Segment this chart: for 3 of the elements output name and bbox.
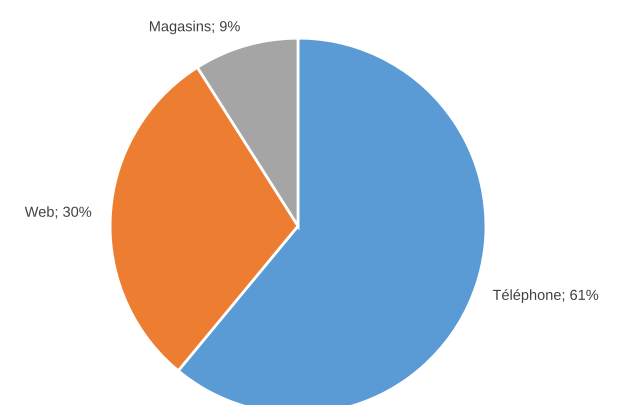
slice-label: Web; 30% [24,206,92,219]
slice-label: Magasins; 9% [150,20,240,34]
slice-label: Téléphone; 61% [492,289,598,303]
